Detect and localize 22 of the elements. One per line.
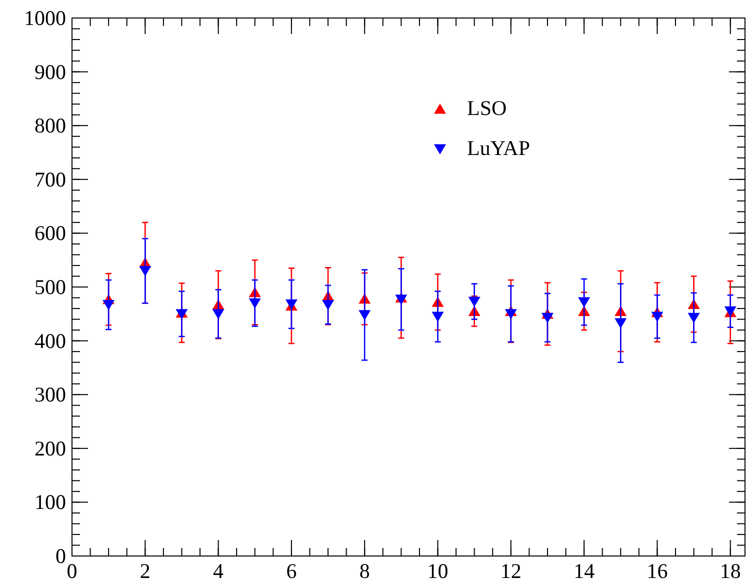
y-tick-label: 800	[34, 114, 66, 138]
x-tick-label: 10	[427, 559, 448, 583]
legend-label: LuYAP	[467, 136, 530, 160]
x-tick-label: 16	[646, 559, 668, 583]
y-tick-label: 600	[34, 221, 66, 246]
y-tick-label: 1000	[24, 6, 66, 30]
y-tick-label: 0	[56, 544, 66, 568]
x-tick-label: 12	[500, 559, 522, 583]
y-tick-label: 400	[34, 328, 66, 353]
y-tick-label: 700	[34, 167, 66, 192]
x-tick-label: 6	[286, 559, 297, 583]
x-tick-label: 8	[359, 559, 370, 583]
y-tick-label: 500	[34, 275, 66, 299]
x-tick-label: 18	[720, 559, 741, 583]
x-tick-label: 14	[574, 559, 596, 583]
y-tick-label: 300	[34, 382, 66, 407]
legend-label: LSO	[467, 96, 507, 120]
x-tick-label: 2	[140, 559, 150, 583]
y-tick-label: 900	[34, 60, 66, 84]
y-tick-label: 200	[34, 436, 66, 460]
y-tick-label: 100	[34, 490, 66, 514]
x-tick-label: 4	[213, 559, 224, 583]
